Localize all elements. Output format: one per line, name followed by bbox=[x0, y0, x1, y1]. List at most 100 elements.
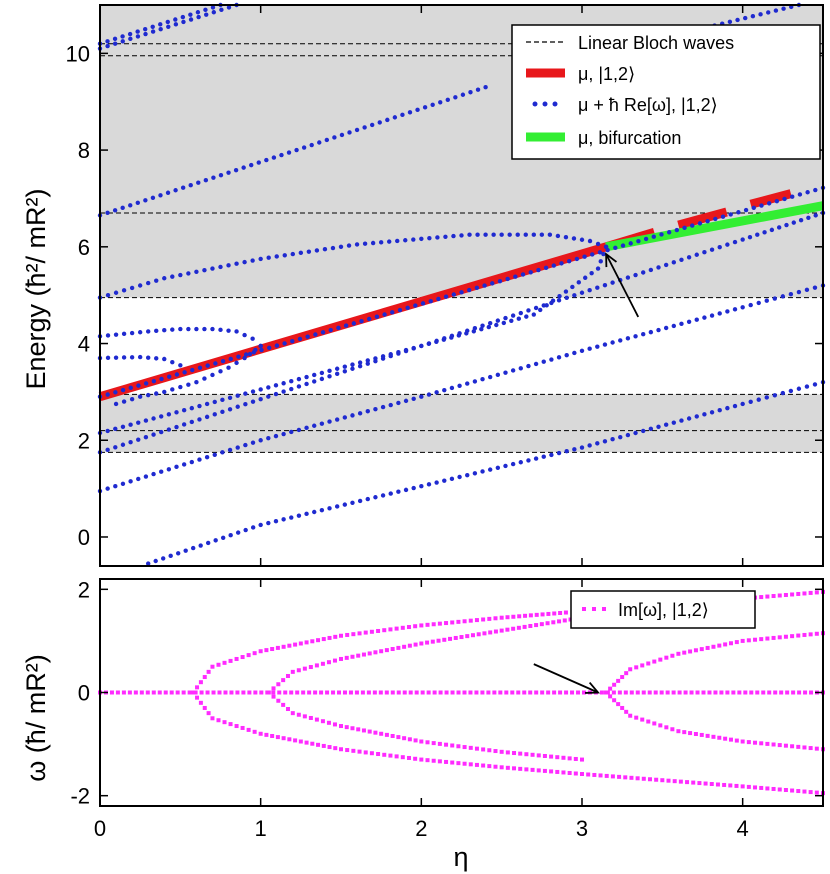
im-omega-point bbox=[773, 690, 778, 695]
im-omega-point bbox=[246, 653, 251, 658]
im-omega-point bbox=[549, 769, 554, 774]
re-omega-point bbox=[579, 237, 585, 242]
im-omega-point bbox=[360, 690, 365, 695]
re-omega-point bbox=[197, 417, 202, 422]
im-omega-point bbox=[771, 635, 776, 640]
im-omega-point bbox=[376, 628, 381, 633]
im-omega-point bbox=[348, 690, 353, 695]
im-omega-point bbox=[388, 627, 393, 632]
legend-label-mu: μ, |1,2⟩ bbox=[578, 64, 635, 84]
im-omega-point bbox=[682, 730, 687, 735]
im-omega-point bbox=[499, 615, 504, 620]
re-omega-point bbox=[772, 296, 777, 301]
re-omega-point bbox=[385, 117, 390, 123]
re-omega-point bbox=[129, 355, 135, 360]
im-omega-point bbox=[151, 690, 156, 695]
re-omega-point bbox=[197, 457, 202, 462]
im-omega-point bbox=[425, 640, 430, 645]
re-omega-point bbox=[324, 137, 330, 143]
re-omega-point bbox=[539, 232, 545, 237]
im-omega-point bbox=[777, 593, 782, 598]
im-omega-point bbox=[296, 668, 301, 673]
re-omega-point bbox=[312, 509, 317, 515]
re-omega-point bbox=[442, 387, 447, 393]
re-omega-point bbox=[472, 379, 478, 384]
re-omega-point bbox=[813, 187, 818, 193]
im-omega-point bbox=[258, 649, 263, 654]
re-omega-point bbox=[235, 404, 240, 409]
re-omega-point bbox=[773, 8, 779, 13]
re-omega-point bbox=[202, 376, 207, 381]
re-omega-point bbox=[518, 460, 523, 465]
im-omega-point bbox=[199, 690, 204, 695]
re-omega-point bbox=[528, 270, 533, 275]
re-omega-point bbox=[205, 540, 211, 546]
im-omega-point bbox=[534, 623, 539, 628]
re-omega-point bbox=[220, 535, 226, 540]
re-omega-point bbox=[549, 357, 554, 362]
re-omega-point bbox=[769, 227, 775, 233]
re-omega-point bbox=[549, 300, 554, 306]
re-omega-point bbox=[571, 236, 577, 241]
im-omega-point bbox=[326, 660, 331, 665]
re-omega-point bbox=[113, 484, 118, 489]
im-omega-point bbox=[372, 690, 377, 695]
re-omega-point bbox=[297, 336, 303, 342]
im-omega-point bbox=[281, 678, 286, 683]
im-omega-point bbox=[345, 748, 350, 753]
omega-axis-label: ω (ħ/ mR²) bbox=[21, 654, 51, 782]
im-omega-point bbox=[546, 611, 551, 616]
re-omega-point bbox=[756, 397, 761, 402]
re-omega-point bbox=[357, 364, 363, 369]
im-omega-point bbox=[505, 615, 510, 620]
re-omega-point bbox=[166, 427, 172, 432]
im-omega-point bbox=[217, 690, 222, 695]
im-omega-point bbox=[228, 658, 233, 663]
re-omega-point bbox=[387, 239, 392, 244]
re-omega-point bbox=[457, 331, 462, 336]
re-omega-point bbox=[273, 519, 279, 524]
re-omega-point bbox=[181, 462, 187, 467]
re-omega-point bbox=[174, 410, 179, 415]
re-omega-point bbox=[574, 256, 580, 262]
im-omega-point bbox=[413, 642, 418, 647]
re-omega-point bbox=[249, 162, 254, 168]
re-omega-point bbox=[419, 394, 424, 399]
re-omega-point bbox=[271, 155, 277, 160]
re-omega-point bbox=[419, 484, 424, 489]
re-omega-point bbox=[472, 471, 478, 476]
im-omega-point bbox=[295, 690, 300, 695]
im-omega-point bbox=[205, 690, 210, 695]
im-omega-point bbox=[109, 690, 114, 695]
im-omega-point bbox=[802, 591, 807, 596]
re-omega-point bbox=[165, 190, 171, 195]
im-omega-point bbox=[635, 776, 640, 781]
re-omega-point bbox=[595, 266, 601, 271]
re-omega-point bbox=[590, 252, 595, 257]
re-omega-point bbox=[160, 556, 166, 561]
re-omega-point bbox=[720, 214, 726, 219]
im-omega-point bbox=[777, 787, 782, 792]
im-omega-point bbox=[796, 789, 801, 794]
im-omega-point bbox=[145, 690, 150, 695]
im-omega-point bbox=[646, 661, 651, 666]
im-omega-point bbox=[693, 732, 698, 737]
re-omega-point bbox=[641, 332, 646, 337]
im-omega-point bbox=[313, 690, 318, 695]
re-omega-point bbox=[430, 102, 435, 108]
im-omega-point bbox=[545, 621, 550, 626]
im-omega-point bbox=[450, 620, 455, 625]
re-omega-point bbox=[465, 328, 470, 333]
re-omega-point bbox=[190, 545, 196, 551]
re-omega-point bbox=[202, 267, 207, 273]
re-omega-point bbox=[351, 321, 357, 326]
im-omega-point bbox=[264, 732, 269, 737]
re-omega-point bbox=[350, 366, 355, 371]
re-omega-point bbox=[243, 352, 249, 357]
im-omega-point bbox=[407, 643, 412, 648]
im-omega-point bbox=[285, 673, 290, 678]
im-omega-point bbox=[277, 690, 282, 695]
re-omega-point bbox=[518, 310, 523, 316]
re-omega-point bbox=[235, 530, 241, 535]
re-omega-point bbox=[449, 476, 455, 482]
